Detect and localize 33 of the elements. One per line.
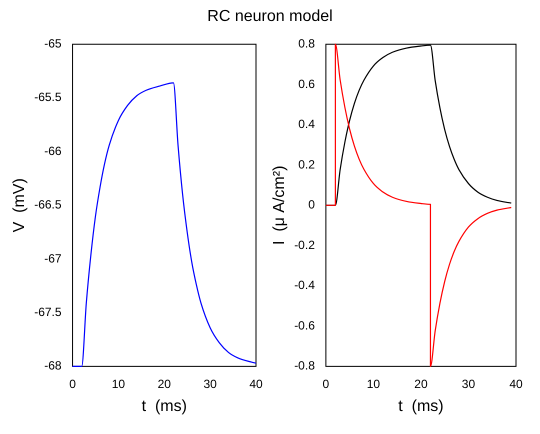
y-tick-label: -67 <box>44 251 62 266</box>
x-tick-label: 40 <box>509 376 523 391</box>
x-tick-label: 0 <box>322 376 330 391</box>
y-tick-label: -0.2 <box>294 238 316 252</box>
y-tick-label: -0.4 <box>294 278 316 292</box>
x-tick-label: 40 <box>249 376 263 391</box>
x-tick-label: 20 <box>158 376 172 391</box>
y-tick-label: -65.5 <box>34 90 62 104</box>
y-tick-label: -0.6 <box>294 318 316 332</box>
x-tick-label: 20 <box>414 376 428 391</box>
x-tick-label: 10 <box>366 376 380 391</box>
x-axis-title: t (ms) <box>398 398 444 415</box>
y-tick-label: -66 <box>44 144 62 158</box>
y-tick-label: 0 <box>308 198 316 212</box>
x-tick-label: 10 <box>112 376 126 391</box>
line-series <box>72 82 257 367</box>
y-tick-label: 0.4 <box>298 117 316 132</box>
x-axis-title: t (ms) <box>142 398 187 415</box>
y-tick-label: -67.5 <box>34 305 62 320</box>
line-series <box>325 44 512 367</box>
x-tick-label: 0 <box>69 376 76 391</box>
y-tick-label: -68 <box>44 358 62 373</box>
y-tick-label: -65 <box>44 36 62 51</box>
y-tick-label: 0.8 <box>298 36 316 51</box>
x-tick-label: 30 <box>462 376 476 391</box>
y-tick-label: -66.5 <box>34 198 62 212</box>
y-axis-title: V (mV) <box>11 178 28 232</box>
y-tick-label: 0.2 <box>298 157 316 172</box>
y-tick-label: -0.8 <box>294 358 316 373</box>
chart-title: RC neuron model <box>206 8 334 26</box>
x-tick-label: 30 <box>203 376 218 391</box>
y-tick-label: 0.6 <box>298 76 316 91</box>
y-axis-title: I (μ A/cm²) <box>271 166 288 246</box>
